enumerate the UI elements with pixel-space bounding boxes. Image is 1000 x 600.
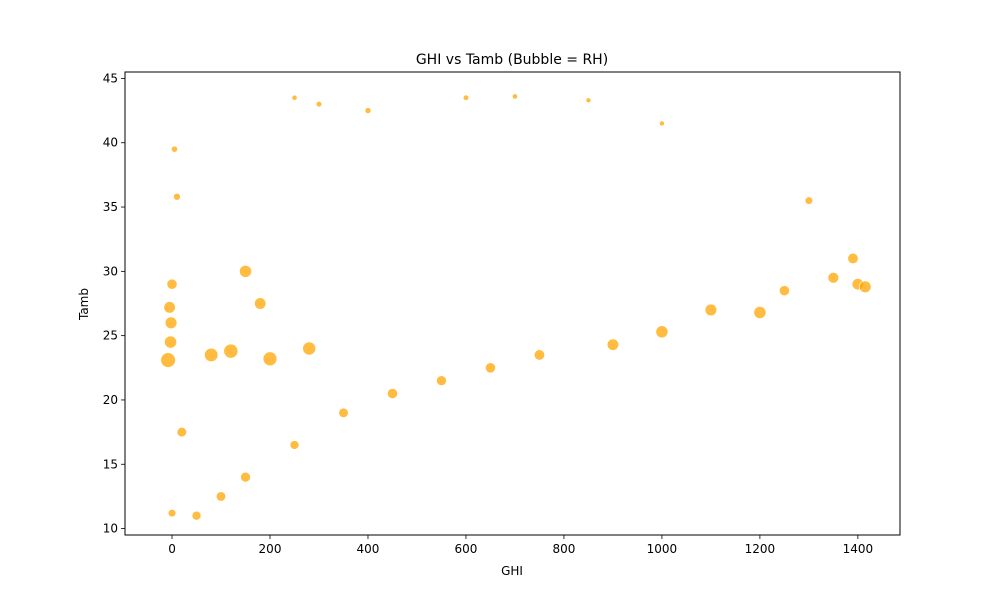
y-axis: 10 15 20 25 30 35 40 45 — [103, 71, 125, 536]
x-tick-label: 0 — [168, 542, 176, 556]
scatter-point — [847, 252, 859, 265]
scatter-point — [164, 335, 177, 349]
x-axis-label: GHI — [501, 564, 523, 578]
scatter-point — [338, 407, 349, 418]
y-tick-label: 25 — [103, 329, 118, 343]
plot-frame — [124, 71, 901, 536]
scatter-points — [160, 93, 872, 521]
scatter-point — [533, 349, 545, 361]
y-tick-label: 20 — [103, 393, 118, 407]
scatter-point — [204, 347, 219, 362]
scatter-point — [289, 440, 300, 450]
scatter-point — [512, 93, 518, 100]
scatter-point — [606, 338, 619, 351]
scatter-point — [387, 388, 398, 399]
chart-title: GHI vs Tamb (Bubble = RH) — [416, 52, 608, 68]
x-tick-label: 200 — [259, 542, 282, 556]
x-tick-label: 1000 — [647, 542, 678, 556]
scatter-point — [659, 120, 665, 127]
scatter-point — [240, 471, 251, 483]
scatter-point — [167, 509, 177, 518]
scatter-point — [704, 303, 718, 317]
x-tick-label: 1200 — [745, 542, 776, 556]
scatter-point — [655, 325, 669, 339]
y-tick-label: 10 — [103, 522, 118, 536]
scatter-point — [302, 341, 317, 356]
scatter-point — [485, 362, 496, 374]
scatter-point — [436, 375, 447, 386]
y-tick-label: 30 — [103, 264, 118, 278]
scatter-point — [262, 351, 278, 367]
scatter-point — [585, 97, 592, 104]
y-axis-label: Tamb — [77, 288, 91, 321]
scatter-point — [778, 285, 790, 297]
scatter-point — [163, 301, 176, 314]
scatter-point — [173, 192, 181, 201]
y-tick-label: 45 — [103, 71, 118, 85]
scatter-point — [462, 94, 470, 101]
y-tick-label: 40 — [103, 136, 118, 150]
scatter-point — [315, 101, 323, 108]
scatter-point — [804, 196, 813, 205]
scatter-point — [164, 316, 178, 329]
x-axis: 0 200 400 600 800 1000 1200 1400 — [168, 535, 873, 556]
scatter-point — [223, 343, 239, 359]
scatter-point — [239, 264, 252, 278]
x-tick-label: 800 — [552, 542, 575, 556]
scatter-point — [859, 280, 872, 293]
scatter-point — [191, 510, 202, 521]
scatter-point — [176, 427, 187, 438]
scatter-point — [160, 352, 176, 368]
scatter-point — [753, 306, 767, 319]
scatter-point — [364, 107, 372, 114]
scatter-point — [166, 278, 178, 290]
x-tick-label: 1400 — [843, 542, 874, 556]
y-tick-label: 15 — [103, 457, 118, 471]
x-tick-label: 400 — [357, 542, 380, 556]
scatter-point — [171, 145, 178, 153]
scatter-point — [254, 297, 267, 310]
x-tick-label: 600 — [455, 542, 478, 556]
scatter-point — [827, 272, 840, 284]
scatter-point — [291, 94, 298, 101]
y-tick-label: 35 — [103, 200, 118, 214]
scatter-point — [215, 491, 227, 502]
